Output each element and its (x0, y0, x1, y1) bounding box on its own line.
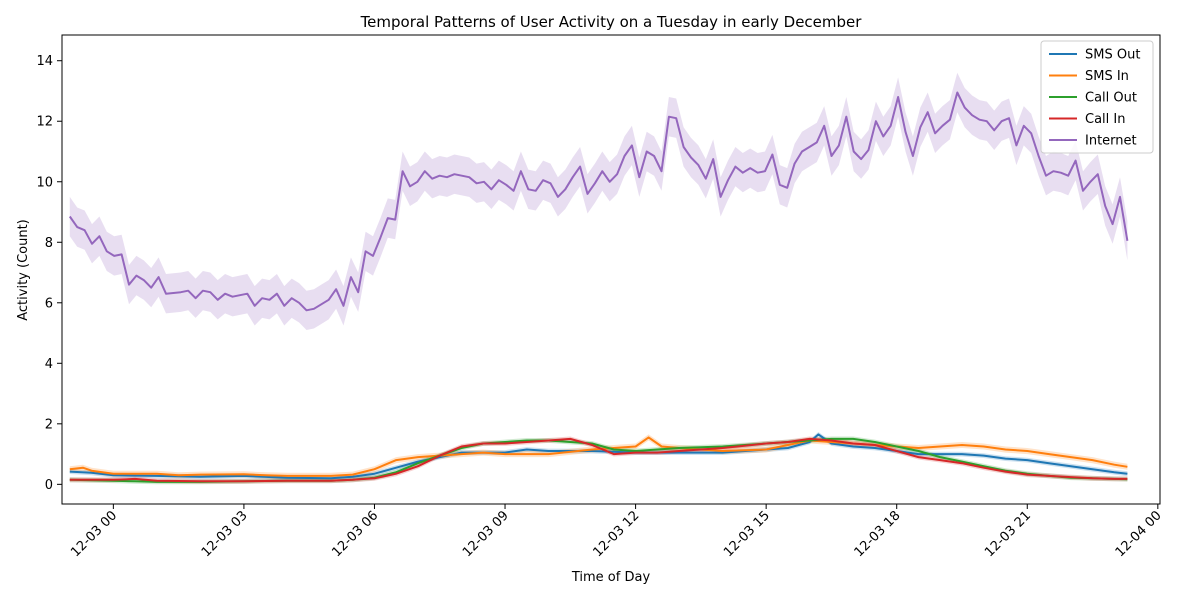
legend-item-label: Internet (1085, 134, 1137, 149)
legend-item-label: SMS Out (1085, 48, 1140, 63)
y-axis-label: Activity (Count) (16, 219, 31, 321)
line-sms-in (69, 436, 1128, 477)
band-internet (69, 72, 1128, 331)
chart-title: Temporal Patterns of User Activity on a … (360, 13, 863, 31)
y-tick-label: 14 (36, 54, 53, 69)
legend-box (1040, 40, 1154, 154)
y-tick-label: 10 (36, 175, 53, 190)
legend-item-label: Call Out (1085, 91, 1137, 106)
line-internet (68, 91, 1129, 312)
series-lines (68, 91, 1129, 483)
legend-item-label: SMS In (1085, 69, 1129, 84)
legend-item-label: Call In (1085, 112, 1125, 127)
y-tick-label: 2 (45, 417, 53, 432)
y-tick-label: 0 (45, 478, 53, 493)
line-sms-out (69, 433, 1128, 480)
y-tick-label: 6 (45, 296, 53, 311)
y-axis: 0 2 4 6 8 10 12 14 (36, 54, 62, 493)
line-call-in (69, 437, 1128, 483)
legend: SMS Out SMS In Call Out Call In Internet (1040, 40, 1154, 154)
y-tick-label: 4 (45, 357, 53, 372)
x-axis-label: Time of Day (571, 570, 651, 585)
band-sms-in (69, 434, 1128, 479)
y-tick-label: 12 (36, 115, 53, 130)
plot-frame (61, 34, 1161, 505)
y-tick-label: 8 (45, 236, 53, 251)
